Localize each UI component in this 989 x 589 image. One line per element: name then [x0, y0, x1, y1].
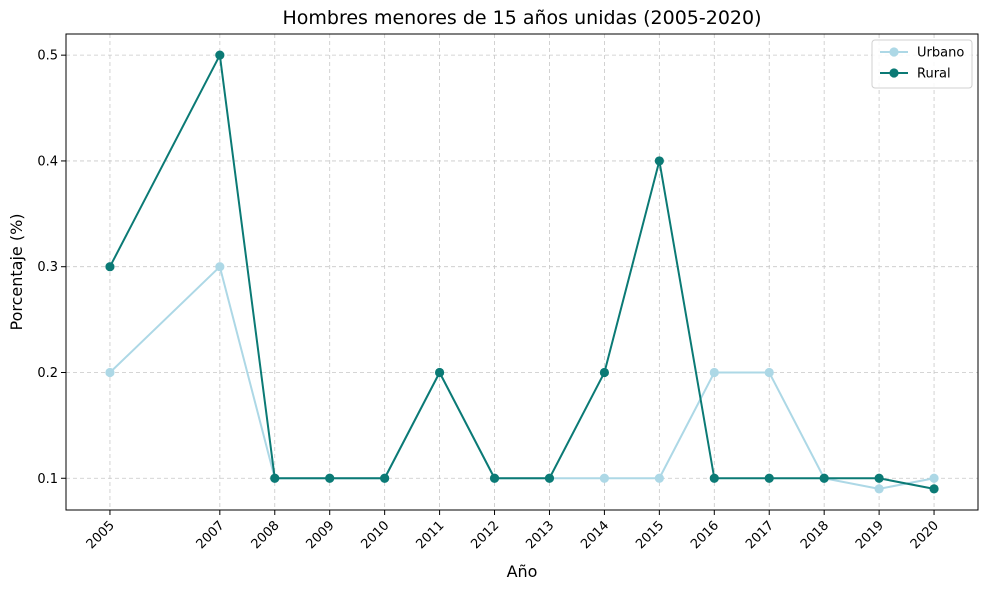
x-tick-label: 2017 — [743, 518, 777, 552]
data-point-rural — [325, 473, 335, 483]
series-line-rural — [109, 54, 935, 490]
data-point-rural — [929, 484, 939, 494]
chart-title: Hombres menores de 15 años unidas (2005-… — [282, 7, 761, 29]
x-tick-label: 2018 — [798, 518, 832, 552]
data-point-urbano — [105, 367, 115, 378]
series-line-urbano — [109, 265, 935, 490]
data-point-rural — [599, 367, 610, 378]
grid-lines — [66, 34, 978, 510]
data-point-rural — [819, 473, 829, 483]
x-tick-label: 2011 — [413, 518, 447, 552]
data-point-urbano — [709, 367, 719, 378]
x-axis-ticks: 2005 2007 2008 2009 2010 2011 2012 2013 2014 2015… — [84, 510, 942, 552]
x-tick-label: 2010 — [358, 518, 392, 552]
data-point-rural — [434, 367, 445, 378]
series-urbano — [105, 262, 939, 494]
data-point-urbano — [764, 367, 774, 378]
data-point-rural — [874, 473, 884, 483]
x-tick-label: 2016 — [688, 518, 722, 552]
x-tick-label: 2014 — [578, 518, 612, 552]
data-point-urbano — [654, 473, 664, 483]
y-tick-label: 0.4 — [37, 154, 58, 169]
legend-swatch-marker — [889, 68, 899, 78]
y-tick-label: 0.5 — [37, 49, 58, 64]
x-tick-label: 2013 — [523, 518, 557, 552]
legend-entry-rural: Rural — [917, 67, 951, 82]
data-point-rural — [270, 473, 280, 483]
legend: Urbano Rural — [871, 39, 973, 89]
y-axis-label: Porcentaje (%) — [7, 213, 26, 330]
y-tick-label: 0.2 — [37, 366, 58, 381]
series-layer — [105, 50, 939, 494]
data-point-rural — [489, 473, 500, 483]
legend-swatch-marker — [889, 47, 899, 57]
x-tick-label: 2020 — [908, 518, 942, 552]
data-point-urbano — [215, 262, 225, 272]
x-tick-label: 2019 — [853, 518, 887, 552]
data-point-rural — [709, 473, 719, 483]
data-point-urbano — [874, 484, 884, 494]
data-point-rural — [215, 50, 225, 60]
x-tick-label: 2009 — [304, 518, 338, 552]
x-tick-label: 2005 — [84, 518, 118, 552]
plot-frame — [65, 33, 979, 511]
x-tick-label: 2012 — [468, 518, 502, 552]
x-tick-label: 2015 — [633, 518, 667, 552]
x-tick-label: 2008 — [249, 518, 283, 552]
data-point-rural — [544, 473, 555, 483]
data-point-rural — [654, 156, 664, 166]
y-axis-ticks: 0.1 0.2 0.3 0.4 0.5 — [37, 49, 66, 487]
data-point-rural — [105, 262, 115, 272]
data-point-urbano — [599, 473, 610, 483]
data-point-rural — [764, 473, 774, 483]
data-point-rural — [380, 473, 390, 483]
y-tick-label: 0.3 — [37, 260, 58, 275]
legend-entry-urbano: Urbano — [917, 46, 964, 61]
y-tick-label: 0.1 — [37, 472, 58, 487]
data-point-urbano — [929, 473, 939, 483]
x-axis-label: Año — [507, 562, 538, 581]
x-tick-label: 2007 — [194, 518, 228, 552]
series-rural — [105, 50, 939, 494]
